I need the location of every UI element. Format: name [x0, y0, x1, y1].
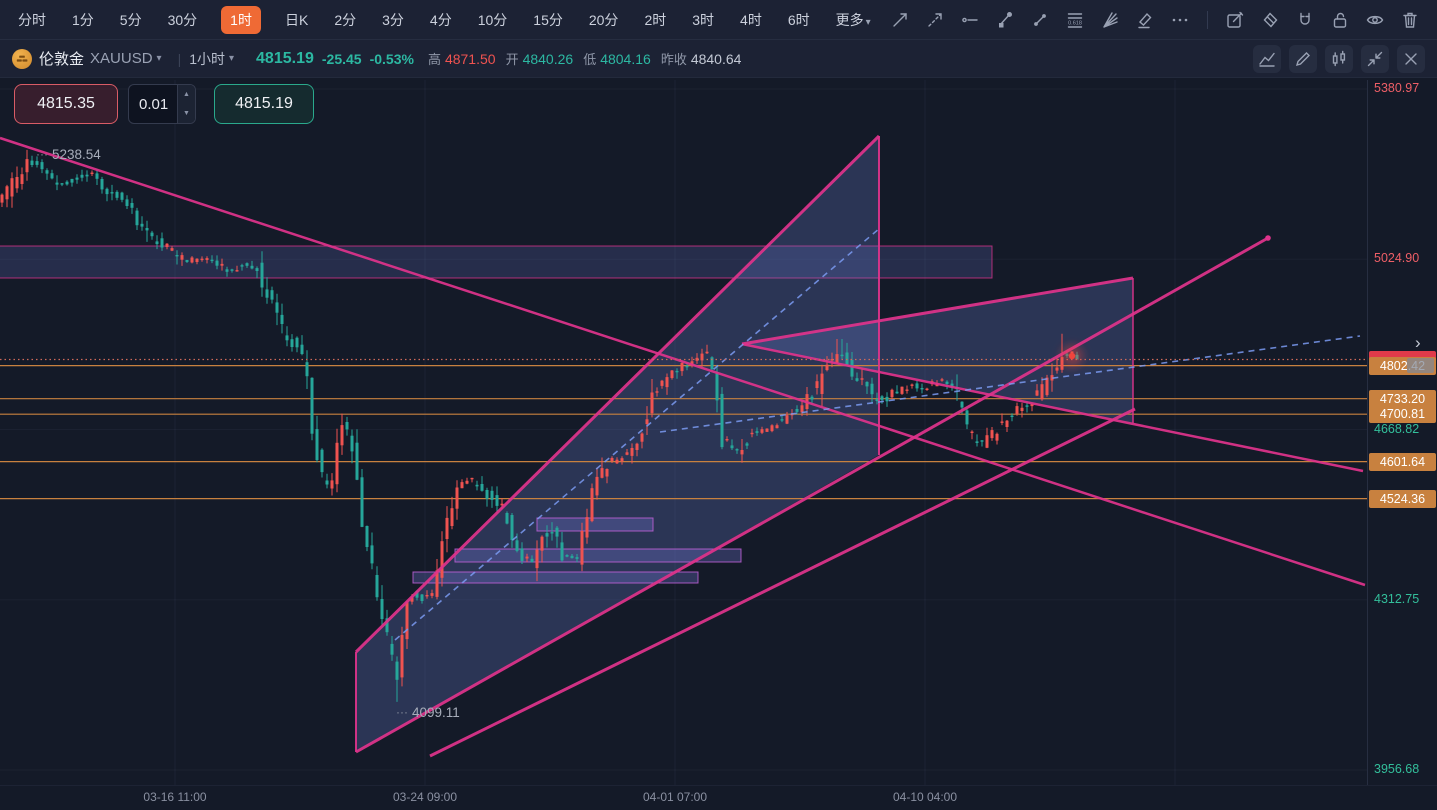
candles-icon[interactable] — [1325, 44, 1353, 73]
ohlc-stats: 高 4871.50 开 4840.26 低 4804.16 昨收 4840.64 — [428, 49, 742, 68]
divider: | — [177, 50, 182, 67]
lock-icon[interactable] — [1329, 9, 1351, 31]
interval-caret-down-icon[interactable]: ▾ — [229, 53, 235, 64]
chart-type-icon[interactable] — [1253, 44, 1281, 73]
symbol-caret-down-icon[interactable]: ▾ — [156, 53, 162, 64]
buy-button[interactable]: 4815.19 — [214, 84, 314, 124]
price-chart[interactable]: ··· 5238.54 ··· 4099.11 — [0, 80, 1367, 785]
segment-icon[interactable] — [1029, 9, 1051, 31]
svg-text:···: ··· — [36, 147, 48, 161]
quantity-box: ▲ ▼ — [128, 84, 196, 124]
close-icon[interactable] — [1397, 44, 1425, 73]
last-price: 4815.19 — [256, 49, 314, 67]
eye-icon[interactable] — [1364, 9, 1386, 31]
quantity-stepper: ▲ ▼ — [177, 85, 195, 123]
sell-button[interactable]: 4815.35 — [14, 84, 118, 124]
interval-selector[interactable]: 1小时 — [189, 50, 225, 67]
trend-line-icon[interactable] — [889, 9, 911, 31]
countdown-overlay — [1407, 358, 1434, 374]
timeframe-4分[interactable]: 4分 — [428, 6, 454, 34]
svg-text:5238.54: 5238.54 — [52, 147, 101, 162]
timeframe-2分[interactable]: 2分 — [332, 6, 358, 34]
drawing-toolbar: 0.618 — [889, 9, 1421, 31]
axis-tick: 5024.90 — [1374, 251, 1420, 266]
level-label: 4601.64 — [1369, 452, 1436, 471]
time-axis[interactable]: 03-16 11:00 03-24 09:00 04-01 07:00 04-10 0… — [0, 785, 1437, 810]
timeframe-30分[interactable]: 30分 — [166, 6, 200, 34]
timeframe-更多[interactable]: 更多 ▾ — [834, 6, 873, 34]
svg-text:0.618: 0.618 — [1068, 20, 1082, 26]
gann-fan-icon[interactable] — [1099, 9, 1121, 31]
axis-tick: 5380.97 — [1374, 81, 1420, 95]
stat-高: 高 4871.50 — [427, 50, 496, 68]
price-change: -25.45 — [321, 50, 362, 67]
draw-icon[interactable] — [1289, 44, 1317, 73]
symbol-name[interactable]: 伦敦金 — [39, 51, 85, 68]
magnet-icon[interactable] — [1294, 9, 1316, 31]
symbol-bar: 伦敦金 XAUUSD ▾ | 1小时 ▾ 4815.19 -25.45 -0.5… — [0, 40, 1437, 78]
svg-text:4099.11: 4099.11 — [412, 705, 460, 720]
timeframe-1时[interactable]: 1时 — [221, 5, 261, 34]
more-icon[interactable] — [1169, 9, 1191, 31]
price-change-percent: -0.53% — [369, 50, 414, 67]
timeframe-3时[interactable]: 3时 — [690, 6, 716, 34]
time-label: 03-16 11:00 — [143, 790, 207, 804]
timeframe-4时[interactable]: 4时 — [738, 6, 764, 34]
horizontal-line-icon[interactable] — [959, 9, 981, 31]
stat-低: 低 4804.16 — [583, 50, 651, 68]
price-axis[interactable]: 5380.97 5024.90 4668.82 4312.75 3956.68 4802.… — [1367, 80, 1437, 785]
timeframe-15分[interactable]: 15分 — [531, 6, 565, 34]
level-label: 4733.20 — [1369, 389, 1436, 408]
timeframe-1分[interactable]: 1分 — [70, 6, 96, 34]
step-up-icon[interactable]: ▲ — [178, 85, 195, 104]
timeframe-group: 分时 1分 5分 30分 1时 日K 2分 3分 4分 10分 15分 20分 2时 3时 4时 6时 更多 ▾ — [16, 5, 873, 34]
timeframe-5分[interactable]: 5分 — [118, 6, 144, 34]
timeframe-20分[interactable]: 20分 — [587, 6, 621, 34]
quantity-input[interactable] — [129, 85, 177, 123]
axis-tick: 3956.68 — [1374, 762, 1420, 776]
timeframe-toolbar: 分时 1分 5分 30分 1时 日K 2分 3分 4分 10分 15分 20分 2时 3时 4时 6时 更多 ▾ … — [0, 0, 1437, 40]
axis-tick: 4312.75 — [1374, 591, 1420, 606]
chart-action-buttons — [1253, 44, 1425, 73]
step-down-icon[interactable]: ▼ — [178, 104, 195, 123]
time-label: 03-24 09:00 — [392, 790, 458, 804]
collapse-icon[interactable] — [1361, 44, 1389, 73]
axis-tick: 4668.82 — [1374, 421, 1420, 436]
toolbar-divider — [1207, 10, 1208, 29]
svg-text:···: ··· — [396, 705, 408, 719]
timeframe-分时[interactable]: 分时 — [16, 6, 48, 34]
timeframe-2时[interactable]: 2时 — [642, 6, 668, 34]
timeframe-6时[interactable]: 6时 — [786, 6, 812, 34]
time-label: 04-10 04:00 — [892, 790, 958, 804]
timeframe-3分[interactable]: 3分 — [380, 6, 406, 34]
stat-开: 开 4840.26 — [505, 50, 574, 68]
pitchfork-icon[interactable] — [994, 9, 1016, 31]
level-label: 4700.81 — [1369, 405, 1436, 424]
level-label: 4524.36 — [1369, 489, 1436, 508]
symbol-code[interactable]: XAUUSD — [90, 50, 153, 67]
stat-昨收: 昨收 4840.64 — [660, 50, 742, 68]
eraser-icon[interactable] — [1259, 9, 1281, 31]
note-edit-icon[interactable] — [1224, 9, 1246, 31]
fibonacci-icon[interactable]: 0.618 — [1064, 9, 1086, 31]
trash-icon[interactable] — [1399, 9, 1421, 31]
ray-icon[interactable] — [924, 9, 946, 31]
time-label: 04-01 07:00 — [642, 790, 708, 804]
trade-panel: 4815.35 ▲ ▼ 4815.19 — [14, 84, 314, 124]
brush-icon[interactable] — [1134, 9, 1156, 31]
gold-coin-icon — [12, 48, 32, 69]
axis-expand-chevron-icon[interactable]: › — [1415, 333, 1421, 352]
timeframe-日K[interactable]: 日K — [283, 6, 310, 34]
caret-down-icon: ▾ — [865, 16, 871, 28]
timeframe-10分[interactable]: 10分 — [476, 6, 510, 34]
